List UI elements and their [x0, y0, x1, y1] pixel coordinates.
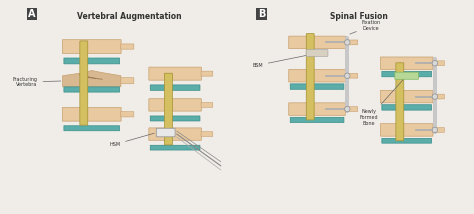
FancyBboxPatch shape	[381, 90, 433, 103]
FancyBboxPatch shape	[150, 116, 200, 121]
Text: Vertebral Augmentation: Vertebral Augmentation	[77, 12, 182, 21]
Text: BSM: BSM	[252, 54, 314, 68]
FancyBboxPatch shape	[150, 85, 200, 90]
FancyBboxPatch shape	[290, 117, 344, 123]
FancyBboxPatch shape	[63, 107, 121, 121]
FancyBboxPatch shape	[433, 61, 444, 66]
Text: Spinal Fusion: Spinal Fusion	[330, 12, 388, 21]
FancyBboxPatch shape	[306, 34, 314, 120]
FancyBboxPatch shape	[64, 58, 119, 64]
FancyBboxPatch shape	[289, 103, 346, 115]
FancyBboxPatch shape	[381, 57, 433, 70]
FancyBboxPatch shape	[156, 128, 175, 137]
FancyBboxPatch shape	[64, 87, 119, 92]
FancyBboxPatch shape	[149, 99, 201, 111]
Text: Fixation
Device: Fixation Device	[350, 20, 381, 34]
FancyBboxPatch shape	[289, 70, 346, 82]
FancyBboxPatch shape	[345, 73, 358, 78]
FancyBboxPatch shape	[382, 71, 431, 77]
Text: HSM: HSM	[109, 133, 155, 147]
FancyBboxPatch shape	[150, 145, 200, 150]
Circle shape	[432, 61, 438, 66]
Circle shape	[345, 40, 350, 45]
FancyBboxPatch shape	[289, 36, 346, 49]
FancyBboxPatch shape	[395, 72, 419, 79]
FancyBboxPatch shape	[345, 107, 358, 111]
FancyBboxPatch shape	[121, 44, 134, 49]
FancyBboxPatch shape	[345, 40, 358, 45]
FancyBboxPatch shape	[164, 73, 173, 145]
FancyBboxPatch shape	[433, 128, 444, 132]
Circle shape	[345, 73, 350, 79]
FancyBboxPatch shape	[396, 63, 404, 141]
FancyBboxPatch shape	[290, 84, 344, 89]
FancyBboxPatch shape	[201, 132, 213, 137]
Text: Fracturing
Vertebra: Fracturing Vertebra	[12, 77, 61, 87]
FancyBboxPatch shape	[121, 78, 134, 84]
FancyBboxPatch shape	[381, 124, 433, 136]
Circle shape	[432, 94, 438, 99]
FancyBboxPatch shape	[382, 105, 431, 110]
FancyBboxPatch shape	[201, 103, 213, 107]
FancyBboxPatch shape	[306, 50, 328, 56]
FancyBboxPatch shape	[80, 41, 88, 125]
FancyBboxPatch shape	[149, 128, 201, 140]
FancyBboxPatch shape	[201, 71, 213, 76]
Text: A: A	[28, 9, 36, 19]
Circle shape	[432, 127, 438, 133]
FancyBboxPatch shape	[64, 126, 119, 131]
FancyBboxPatch shape	[121, 112, 134, 117]
FancyBboxPatch shape	[63, 40, 121, 54]
FancyBboxPatch shape	[433, 94, 444, 99]
Text: Newly
Formed
Bone: Newly Formed Bone	[360, 78, 405, 126]
Text: B: B	[258, 9, 265, 19]
FancyBboxPatch shape	[382, 138, 431, 143]
FancyBboxPatch shape	[149, 67, 201, 80]
Polygon shape	[63, 71, 121, 87]
Circle shape	[345, 106, 350, 112]
